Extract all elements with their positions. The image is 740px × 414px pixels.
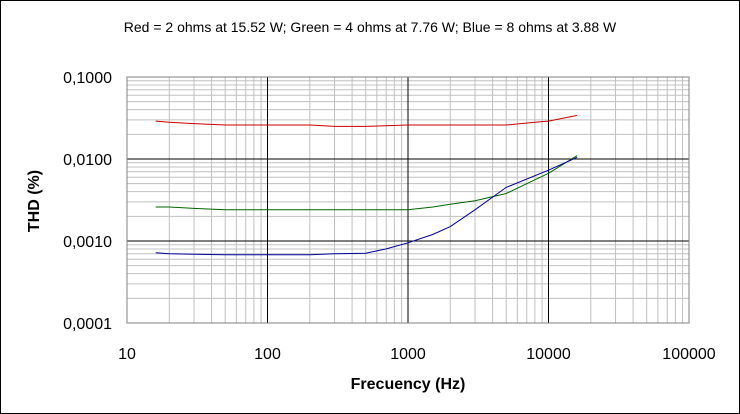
series-line-1 <box>155 114 578 127</box>
series-lines <box>155 114 578 256</box>
x-tick-label: 1000 <box>390 346 426 363</box>
x-tick-labels: 10 100 1000 10000 100000 <box>118 346 716 363</box>
plot-border <box>126 76 690 324</box>
y-axis-label: THD (%) <box>26 170 43 232</box>
x-axis-label: Frecuency (Hz) <box>351 376 466 393</box>
x-tick-label: 100 <box>254 346 281 363</box>
y-tick-label: 0,1000 <box>63 70 112 87</box>
x-tick-label: 10 <box>118 346 136 363</box>
x-tick-label: 10000 <box>526 346 571 363</box>
series-line-2 <box>155 155 578 211</box>
y-tick-label: 0,0001 <box>63 316 112 333</box>
chart-title: Red = 2 ohms at 15.52 W; Green = 4 ohms … <box>124 19 617 35</box>
major-gridlines <box>127 77 689 323</box>
series-line-3 <box>155 156 578 256</box>
y-tick-label: 0,0100 <box>63 152 112 169</box>
y-tick-label: 0,0010 <box>63 234 112 251</box>
y-tick-labels: 0,1000 0,0100 0,0010 0,0001 <box>63 70 112 333</box>
x-tick-label: 100000 <box>662 346 715 363</box>
